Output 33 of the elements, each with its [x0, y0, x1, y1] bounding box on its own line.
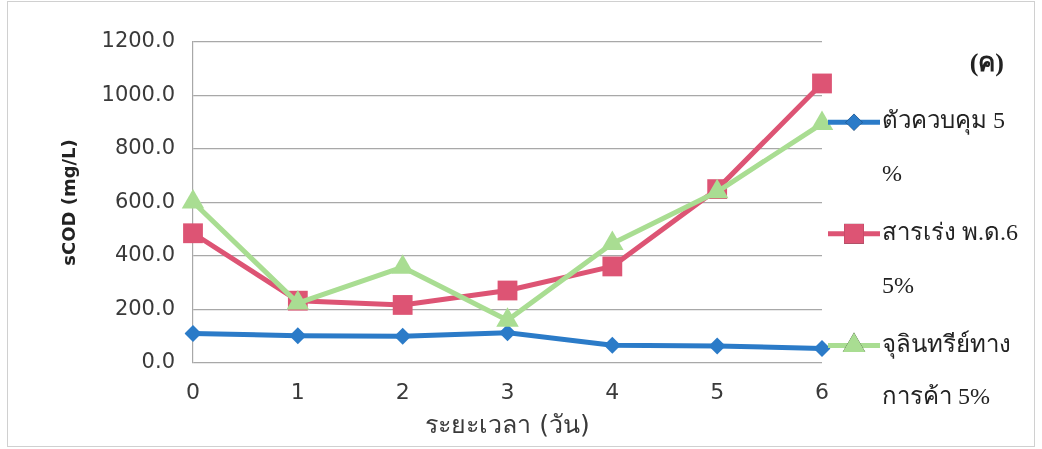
legend-label: สารเร่ง พ.ด.6 5%: [882, 219, 1018, 298]
point: [181, 188, 205, 209]
point: [602, 256, 623, 277]
y-tick-label: 600.0: [114, 188, 175, 213]
legend-label: จุลินทรีย์ทางการค้า 5%: [882, 329, 1011, 410]
point: [184, 325, 202, 343]
point: [810, 110, 834, 131]
point: [289, 327, 307, 345]
y-tick-label: 400.0: [114, 242, 175, 267]
x-tick-label: 3: [500, 378, 515, 404]
y-axis-title: sCOD (mg/L): [58, 139, 80, 266]
x-tick-label: 5: [710, 378, 725, 404]
y-tick-label: 800.0: [114, 135, 175, 160]
y-tick-label: 1000.0: [101, 81, 175, 106]
y-tick-label: 200.0: [114, 295, 175, 320]
legend-label: ตัวควบคุม 5%: [882, 107, 1005, 187]
x-tick-label: 4: [605, 378, 620, 404]
point: [497, 280, 518, 301]
x-tick-label: 0: [186, 378, 200, 404]
point: [813, 340, 831, 358]
point: [394, 327, 412, 345]
point: [392, 295, 413, 315]
point: [708, 337, 726, 355]
x-tick-label: 2: [395, 378, 410, 404]
point: [603, 336, 621, 354]
x-tick-label: 1: [290, 378, 305, 404]
y-tick-label: 1200.0: [101, 28, 175, 53]
x-tick-label: 6: [815, 378, 829, 404]
y-tick-label: 0.0: [141, 349, 175, 374]
x-axis-title: ระยะเวลา (วัน): [425, 409, 590, 439]
point: [183, 223, 203, 244]
point: [499, 324, 516, 342]
text: (ค): [969, 47, 1004, 77]
